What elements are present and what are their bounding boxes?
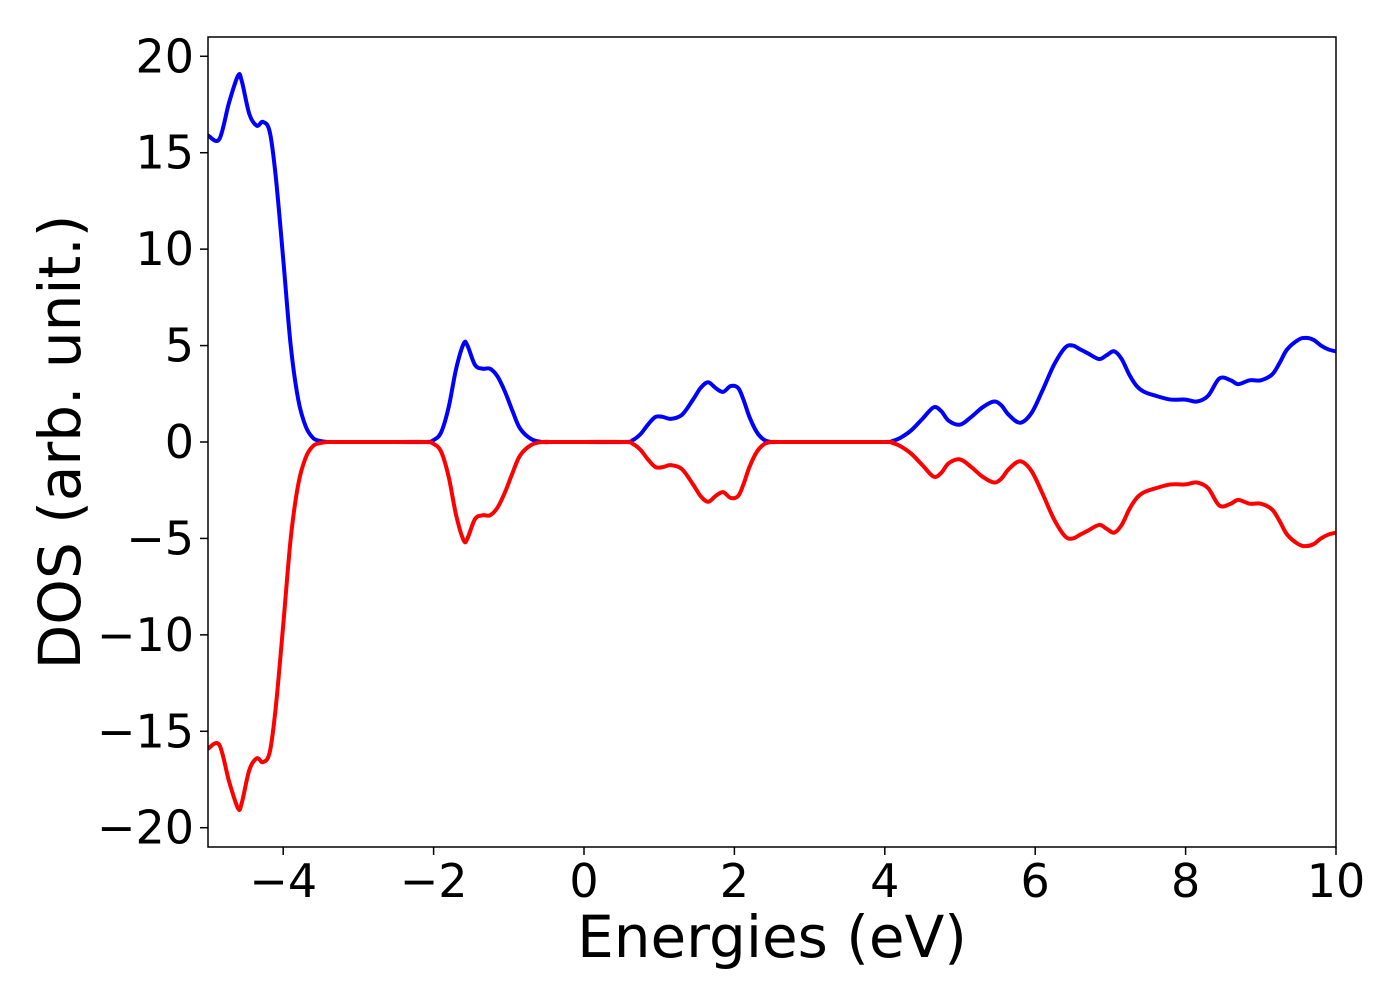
dos-series-red-line: [206, 439, 1337, 812]
x-tick-label: −2: [400, 854, 468, 908]
y-tick-label: −5: [126, 511, 194, 565]
y-axis-ticks: 20 15 10 5 0 −5 −10 −15 −20: [97, 29, 208, 855]
y-tick-label: 0: [165, 415, 194, 469]
series-layer: [206, 72, 1337, 812]
x-axis-ticks: −4 −2 0 2 4 6 8 10: [249, 847, 1365, 908]
x-tick-label: −4: [249, 854, 317, 908]
y-axis-label: DOS (arb. unit.): [26, 215, 94, 670]
x-tick-label: 8: [1171, 854, 1200, 908]
x-tick-label: 2: [720, 854, 749, 908]
y-tick-label: 10: [135, 222, 194, 276]
x-tick-label: 6: [1021, 854, 1050, 908]
y-tick-label: 15: [135, 126, 194, 180]
x-tick-label: 0: [569, 854, 598, 908]
y-tick-label: 5: [165, 319, 194, 373]
y-tick-label: 20: [135, 29, 194, 83]
y-tick-label: −15: [97, 704, 194, 758]
y-tick-label: −10: [97, 608, 194, 662]
dos-series-blue-line: [206, 72, 1337, 445]
x-axis-label: Energies (eV): [577, 903, 967, 971]
x-tick-label: 4: [870, 854, 899, 908]
x-tick-label: 10: [1307, 854, 1366, 908]
y-tick-label: −20: [97, 801, 194, 855]
